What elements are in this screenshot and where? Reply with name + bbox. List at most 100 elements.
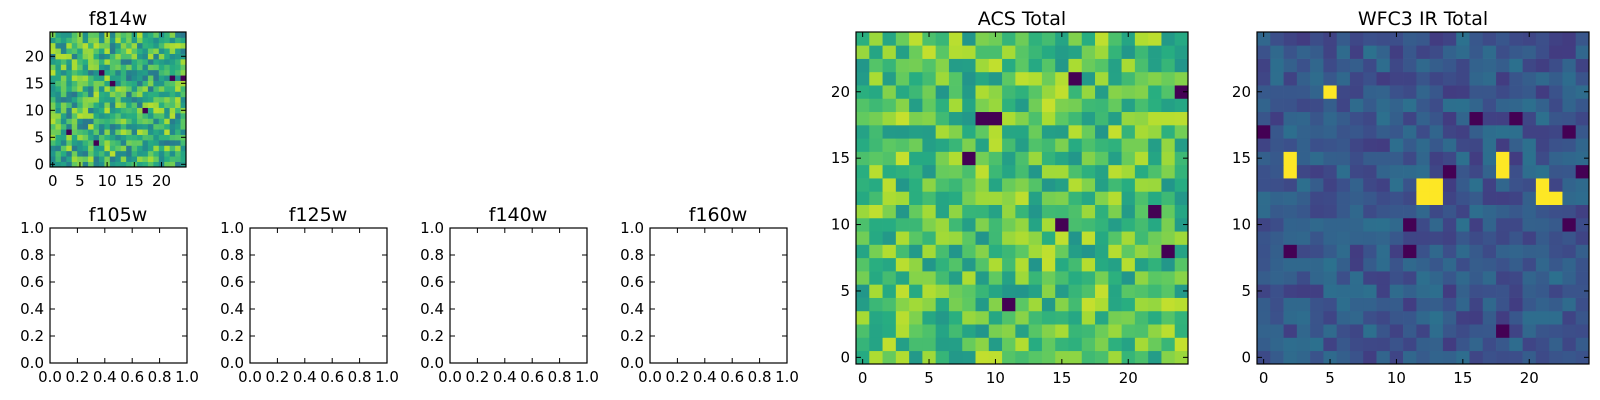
heatmap-cell xyxy=(1068,257,1083,272)
heatmap-cell xyxy=(1055,231,1069,245)
heatmap-cell xyxy=(1456,124,1470,139)
heatmap-cell xyxy=(1068,271,1083,285)
heatmap-cell xyxy=(1041,164,1056,179)
heatmap-cell xyxy=(1148,217,1162,232)
heatmap-cell xyxy=(1041,310,1056,325)
heatmap-cell xyxy=(895,337,910,352)
heatmap-cell xyxy=(1323,271,1338,285)
heatmap-cell xyxy=(131,140,138,146)
heatmap-cell xyxy=(175,37,181,44)
heatmap-cell xyxy=(153,107,160,114)
y-tick-label: 0.0 xyxy=(220,354,244,372)
heatmap-cell xyxy=(1562,138,1577,152)
heatmap-cell xyxy=(158,123,165,130)
heatmap-cell xyxy=(882,124,897,139)
heatmap-cell xyxy=(120,145,127,152)
heatmap-cell xyxy=(1015,244,1029,259)
heatmap-cell xyxy=(882,217,897,232)
heatmap-cell xyxy=(137,140,143,146)
heatmap-cell xyxy=(147,48,154,54)
heatmap-cell xyxy=(1482,297,1497,312)
heatmap-cell xyxy=(1270,124,1284,139)
heatmap-cell xyxy=(1349,32,1364,46)
heatmap-cell xyxy=(55,123,62,130)
heatmap-cell xyxy=(1429,324,1444,338)
heatmap-cell xyxy=(1134,32,1149,46)
heatmap-cell xyxy=(50,145,56,152)
heatmap-cell xyxy=(120,118,127,125)
heatmap-cell xyxy=(1296,284,1311,298)
heatmap-cell xyxy=(137,32,143,38)
heatmap-cell xyxy=(60,53,67,60)
heatmap-cell xyxy=(1134,111,1149,126)
heatmap-cell xyxy=(1416,271,1430,285)
heatmap-cell xyxy=(142,75,149,81)
heatmap-cell xyxy=(1442,310,1457,325)
heatmap-cell xyxy=(935,111,950,126)
heatmap-cell xyxy=(158,113,165,119)
heatmap-cell xyxy=(71,86,78,92)
heatmap-cell xyxy=(1002,257,1016,272)
heatmap-cell xyxy=(988,32,1003,46)
heatmap-cell xyxy=(175,123,181,130)
heatmap-cell xyxy=(1442,231,1457,245)
heatmap-cell xyxy=(153,32,160,38)
y-tick-label: 0.4 xyxy=(220,300,244,318)
heatmap-cell xyxy=(82,161,89,168)
heatmap-cell xyxy=(169,129,176,135)
heatmap-cell xyxy=(131,102,138,108)
heatmap-cell xyxy=(147,140,154,146)
heatmap-cell xyxy=(869,191,883,205)
heatmap-cell xyxy=(935,98,950,113)
heatmap-cell xyxy=(1509,310,1523,325)
heatmap-cell xyxy=(1002,310,1016,325)
heatmap-cell xyxy=(856,32,870,46)
heatmap-cell xyxy=(1549,124,1563,139)
heatmap-cell xyxy=(1349,231,1364,245)
heatmap-cell xyxy=(1349,191,1364,205)
heatmap-cell xyxy=(164,75,171,81)
heatmap-cell xyxy=(1469,350,1484,365)
heatmap-cell xyxy=(142,59,149,65)
heatmap-cell xyxy=(895,297,910,312)
heatmap-cell xyxy=(180,118,187,125)
heatmap-cell xyxy=(1108,244,1122,259)
heatmap-cell xyxy=(1509,231,1523,245)
heatmap-cell xyxy=(988,310,1003,325)
heatmap-cell xyxy=(1509,32,1523,46)
heatmap-cell xyxy=(1148,244,1162,259)
heatmap-cell xyxy=(1041,204,1056,219)
heatmap-cell xyxy=(1095,151,1109,166)
heatmap-cell xyxy=(1055,58,1069,73)
heatmap-cell xyxy=(175,91,181,98)
heatmap-cell xyxy=(909,337,923,352)
heatmap-cell xyxy=(1456,32,1470,46)
heatmap-cell xyxy=(1376,98,1391,113)
heatmap-cell xyxy=(1496,71,1510,86)
heatmap-cell xyxy=(988,231,1003,245)
heatmap-cell xyxy=(1509,350,1523,365)
heatmap-cell xyxy=(1496,337,1510,352)
heatmap-cell xyxy=(948,151,963,166)
heatmap-cell xyxy=(948,58,963,73)
heatmap-cell xyxy=(1509,124,1523,139)
heatmap-cell xyxy=(55,69,62,76)
heatmap-cell xyxy=(909,98,923,113)
heatmap-cell xyxy=(1161,111,1176,126)
heatmap-cell xyxy=(882,71,897,86)
heatmap-cell xyxy=(147,64,154,71)
heatmap-cell xyxy=(1389,297,1404,312)
x-tick-label: 0.4 xyxy=(493,368,517,386)
heatmap-cell xyxy=(88,107,94,114)
heatmap-cell xyxy=(153,75,160,81)
heatmap-cell xyxy=(180,59,187,65)
heatmap-cell xyxy=(1376,111,1391,126)
heatmap-cell xyxy=(1283,45,1298,59)
heatmap-cell xyxy=(1121,337,1136,352)
y-tick-label: 0.8 xyxy=(420,246,444,264)
heatmap-cell xyxy=(115,118,122,125)
heatmap-cell xyxy=(180,37,187,44)
heatmap-cell xyxy=(1015,217,1029,232)
y-tick-label: 0.0 xyxy=(620,354,644,372)
heatmap-cell xyxy=(1549,204,1563,219)
